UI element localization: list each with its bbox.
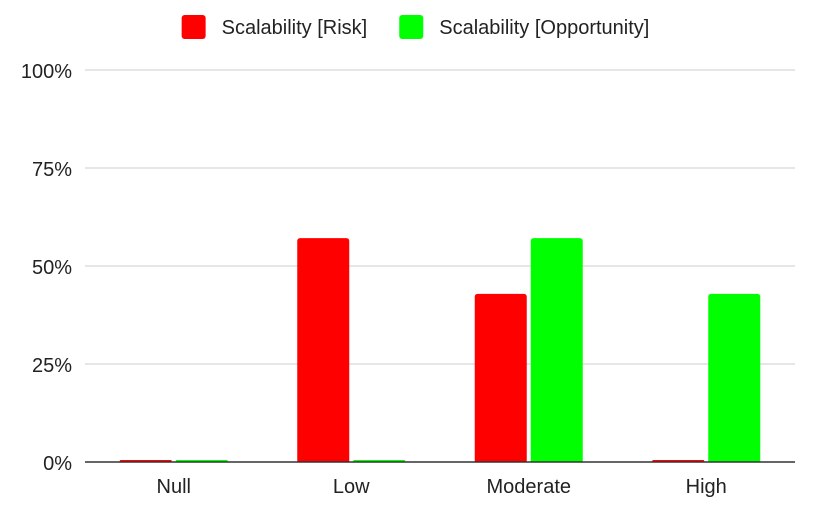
bar-moderate-opportunity: [530, 238, 583, 462]
legend-item: Scalability [Risk]: [181, 15, 368, 39]
legend-label: Scalability [Opportunity]: [439, 17, 649, 39]
x-tick-label: Low: [333, 476, 370, 498]
bar-low-risk: [297, 238, 350, 462]
x-tick-label: Null: [157, 476, 191, 498]
x-tick-label: High: [686, 476, 727, 498]
x-axis: Null Low Moderate High: [85, 461, 795, 498]
gridlines: [85, 69, 795, 365]
bar-high-opportunity: [708, 293, 761, 462]
y-tick-label: 100%: [21, 61, 72, 83]
y-tick-label: 50%: [32, 257, 72, 279]
y-axis: 0% 25% 50% 75% 100%: [21, 61, 72, 475]
bar-moderate-risk: [474, 293, 527, 462]
legend-swatch: [399, 15, 424, 39]
y-tick-label: 0%: [43, 453, 72, 475]
legend-label: Scalability [Risk]: [222, 17, 368, 39]
bars: [119, 238, 761, 462]
legend-swatch: [181, 15, 206, 39]
legend-item: Scalability [Opportunity]: [399, 15, 649, 39]
x-tick-label: Moderate: [487, 476, 572, 498]
y-tick-label: 25%: [32, 355, 72, 377]
legend: Scalability [Risk] Scalability [Opportuni…: [181, 15, 649, 39]
y-tick-label: 75%: [32, 159, 72, 181]
